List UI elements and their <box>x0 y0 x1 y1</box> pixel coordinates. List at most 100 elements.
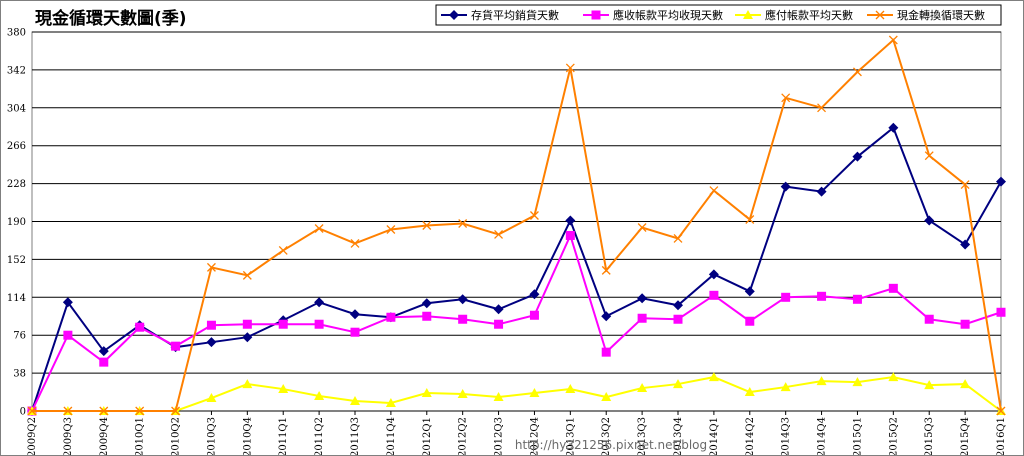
gridlines <box>31 31 1002 415</box>
data-point <box>852 67 862 77</box>
x-tick-label: 2011Q1 <box>278 417 289 455</box>
x-tick-label: 2010Q4 <box>242 417 253 455</box>
data-point <box>63 406 73 416</box>
data-point <box>314 297 325 308</box>
data-point <box>421 388 432 398</box>
series-line <box>32 38 1002 412</box>
series-line <box>31 126 1002 412</box>
watermark-text: http://hy321256.pixnet.net/blog <box>515 438 707 452</box>
x-tick-label: 2013Q2 <box>601 417 612 455</box>
data-point <box>27 406 37 416</box>
data-point <box>637 223 647 232</box>
data-point <box>422 221 432 230</box>
data-point <box>99 406 109 416</box>
data-point <box>565 215 576 226</box>
x-tick-label: 2009Q2 <box>27 417 38 455</box>
data-point <box>924 380 935 390</box>
data-point <box>278 245 288 255</box>
data-point <box>960 239 971 250</box>
data-point <box>673 314 683 324</box>
data-point-stroke <box>206 262 216 272</box>
legend-label: 應收帳款平均收現天數 <box>613 8 723 22</box>
x-tick-label: 2010Q2 <box>171 417 182 455</box>
data-point <box>385 398 396 408</box>
data-point <box>314 224 324 233</box>
data-point <box>744 387 755 397</box>
legend-label: 存貨平均銷貨天數 <box>471 8 559 22</box>
data-point <box>673 300 683 311</box>
data-point-stroke <box>171 406 181 416</box>
data-point <box>494 230 504 239</box>
data-point <box>278 319 288 329</box>
data-point <box>314 319 324 329</box>
data-point <box>457 294 468 305</box>
data-point <box>780 382 791 392</box>
data-point <box>708 372 719 382</box>
legend-label: 現金轉換循環天數 <box>897 8 985 22</box>
legend: 存貨平均銷貨天數 應收帳款平均收現天數 應付帳款平均天數 現金轉換循環天數 <box>435 4 1002 26</box>
data-point-stroke <box>565 63 575 73</box>
data-point <box>63 330 73 340</box>
data-point <box>875 10 885 20</box>
data-point <box>493 304 504 315</box>
data-point <box>350 396 360 406</box>
data-point <box>457 389 468 399</box>
x-tick-label: 2015Q4 <box>960 417 971 455</box>
data-point <box>98 346 109 357</box>
data-point <box>816 186 827 197</box>
data-point <box>421 298 432 309</box>
data-point-stroke <box>458 219 468 228</box>
data-point-stroke <box>875 10 885 20</box>
data-point-stroke <box>637 223 647 232</box>
legend-item: 現金轉換循環天數 <box>867 8 985 22</box>
data-point <box>171 341 181 351</box>
data-point <box>745 215 755 224</box>
data-point <box>996 406 1006 416</box>
data-point <box>591 10 601 20</box>
data-point <box>565 384 576 394</box>
data-point-stroke <box>242 270 252 280</box>
data-point <box>817 103 827 113</box>
x-tick-label: 2016Q1 <box>996 417 1007 455</box>
data-point <box>529 289 540 300</box>
data-point <box>745 316 755 326</box>
series-1 <box>27 122 1006 416</box>
data-point <box>888 35 898 45</box>
y-tick-label: 304 <box>7 103 26 114</box>
y-tick-label: 190 <box>7 217 26 228</box>
data-point <box>709 186 719 196</box>
data-point-stroke <box>314 224 324 233</box>
data-point <box>601 265 611 275</box>
data-point <box>996 176 1006 187</box>
data-point-stroke <box>529 211 539 220</box>
data-point <box>816 376 827 386</box>
data-point <box>637 383 648 393</box>
data-point <box>206 393 217 403</box>
data-point <box>386 312 396 322</box>
data-point <box>673 233 683 243</box>
data-point-stroke <box>601 265 611 275</box>
data-point-stroke <box>745 215 755 224</box>
y-tick-label: 152 <box>7 255 26 266</box>
data-point <box>781 93 791 103</box>
data-point <box>494 319 504 329</box>
data-point <box>924 314 934 324</box>
data-point <box>529 388 540 398</box>
legend-box <box>435 4 1002 26</box>
x-tick-label: 2013Q4 <box>673 417 684 455</box>
data-point <box>601 347 611 357</box>
data-point <box>493 392 504 402</box>
data-point <box>744 286 755 297</box>
data-point <box>350 327 360 337</box>
data-point <box>458 314 468 324</box>
data-point-stroke <box>278 245 288 255</box>
data-point <box>62 297 73 308</box>
data-point <box>458 219 468 228</box>
data-point <box>852 294 862 304</box>
data-point-stroke <box>63 406 73 416</box>
legend-label: 應付帳款平均天數 <box>765 8 853 22</box>
data-point <box>529 211 539 220</box>
data-point-stroke <box>888 35 898 45</box>
